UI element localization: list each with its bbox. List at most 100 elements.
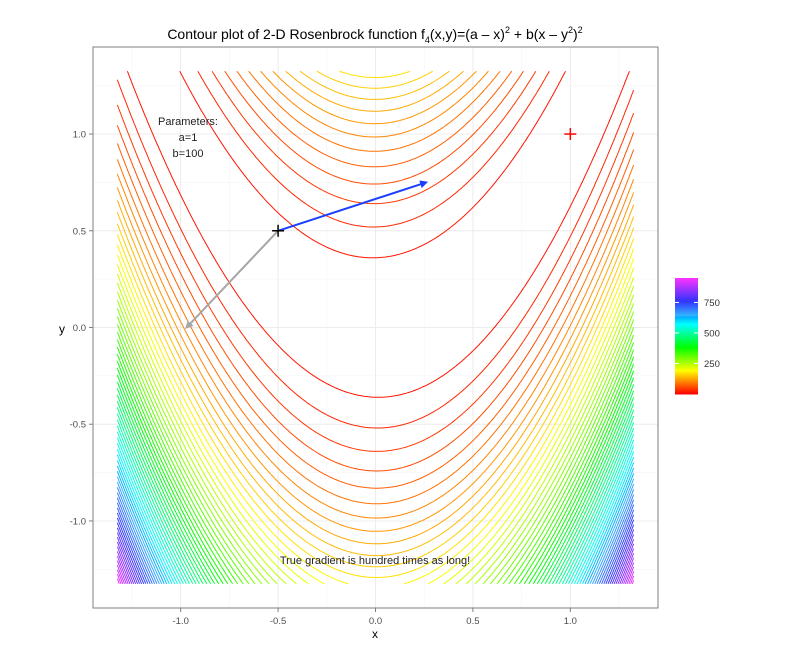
contour-line: [116, 339, 635, 585]
legend-color-band: [675, 341, 698, 344]
legend-color-band: [675, 284, 698, 286]
legend-color-band: [675, 318, 698, 321]
legend-color-band: [675, 345, 698, 347]
contour-line: [116, 70, 635, 472]
contour-line: [116, 324, 635, 585]
legend-color-band: [675, 356, 698, 358]
legend-color-band: [675, 367, 698, 369]
legend-color-band: [675, 328, 698, 330]
contour-line: [116, 527, 635, 584]
contour-line: [116, 551, 635, 584]
contour-line: [116, 419, 635, 585]
contour-line: [116, 70, 635, 545]
legend-color-band: [675, 342, 698, 345]
contour-line: [116, 522, 635, 585]
legend-color-band: [675, 352, 698, 355]
contour-line: [116, 578, 635, 584]
legend-color-band: [675, 290, 698, 292]
legend-color-band: [675, 331, 698, 334]
legend-color-band: [675, 380, 698, 383]
legend-color-band: [675, 387, 698, 390]
contour-line: [116, 282, 635, 585]
legend-color-band: [675, 281, 698, 284]
contour-line: [116, 454, 635, 585]
legend-color-band: [675, 323, 698, 325]
legend-color-band: [675, 314, 698, 317]
contour-line: [116, 560, 635, 584]
legend-color-band: [675, 357, 698, 360]
x-tick-label: 1.0: [564, 616, 577, 627]
legend-color-band: [675, 337, 698, 340]
legend-color-band: [675, 369, 698, 372]
contour-line: [116, 361, 635, 585]
legend-color-band: [675, 375, 698, 378]
legend-color-band: [675, 354, 698, 357]
legend-color-band: [675, 383, 698, 385]
contour-line: [116, 346, 635, 585]
contour-line: [116, 70, 635, 519]
contour-line: [116, 574, 635, 584]
legend-color-band: [675, 310, 698, 313]
color-legend: 250 500 750: [675, 278, 720, 395]
legend-color-band: [675, 336, 698, 339]
legend-color-band: [675, 373, 698, 375]
contour-line: [116, 569, 635, 585]
contour-line: [116, 264, 635, 585]
legend-color-band: [675, 330, 698, 333]
legend-color-band: [675, 350, 698, 352]
contour-line: [116, 70, 635, 557]
contour-line: [116, 431, 635, 585]
x-tick-label: 0.0: [369, 616, 382, 627]
contour-line: [116, 476, 635, 585]
legend-label: 250: [704, 359, 720, 370]
parameters-annotation: a=1: [179, 132, 198, 144]
legend-color-band: [675, 392, 698, 395]
legend-color-band: [675, 332, 698, 335]
legend-color-band: [675, 386, 698, 389]
legend-color-band: [675, 296, 698, 299]
legend-color-band: [675, 321, 698, 324]
contour-line: [116, 541, 635, 584]
contour-line: [116, 368, 635, 585]
contour-line: [116, 316, 635, 585]
contour-line: [116, 273, 635, 585]
contour-line: [116, 437, 635, 585]
contour-line: [116, 460, 635, 585]
legend-color-band: [675, 376, 698, 379]
legend-color-band: [675, 325, 698, 328]
contour-line: [126, 70, 630, 398]
legend-color-band: [675, 285, 698, 288]
legend-color-band: [675, 286, 698, 289]
contour-line: [116, 70, 635, 532]
legend-color-band: [675, 291, 698, 294]
legend-color-band: [675, 293, 698, 296]
legend-color-band: [675, 389, 698, 391]
legend-label: 750: [704, 298, 720, 309]
negative-gradient-arrow: [185, 230, 279, 329]
y-tick-label: -0.5: [70, 420, 86, 431]
legend-color-band: [675, 301, 698, 303]
legend-color-band: [675, 346, 698, 349]
legend-color-band: [675, 361, 698, 363]
legend-color-band: [675, 282, 698, 285]
legend-color-band: [675, 334, 698, 336]
legend-color-band: [675, 292, 698, 295]
contour-line: [116, 443, 635, 585]
contour-line: [116, 388, 635, 585]
legend-color-band: [675, 381, 698, 384]
y-tick-label: 0.5: [73, 226, 86, 237]
contour-line: [116, 481, 635, 584]
legend-color-band: [675, 348, 698, 351]
contour-line: [116, 70, 635, 452]
legend-color-band: [675, 287, 698, 290]
contour-line: [116, 70, 635, 568]
legend-color-band: [675, 385, 698, 388]
contour-line: [116, 497, 635, 584]
contour-line: [116, 70, 635, 429]
legend-color-band: [675, 378, 698, 380]
legend-color-band: [675, 299, 698, 302]
contour-line: [116, 374, 635, 585]
legend-color-band: [675, 309, 698, 312]
y-tick-label: -1.0: [70, 516, 86, 527]
contour-line: [116, 244, 635, 585]
